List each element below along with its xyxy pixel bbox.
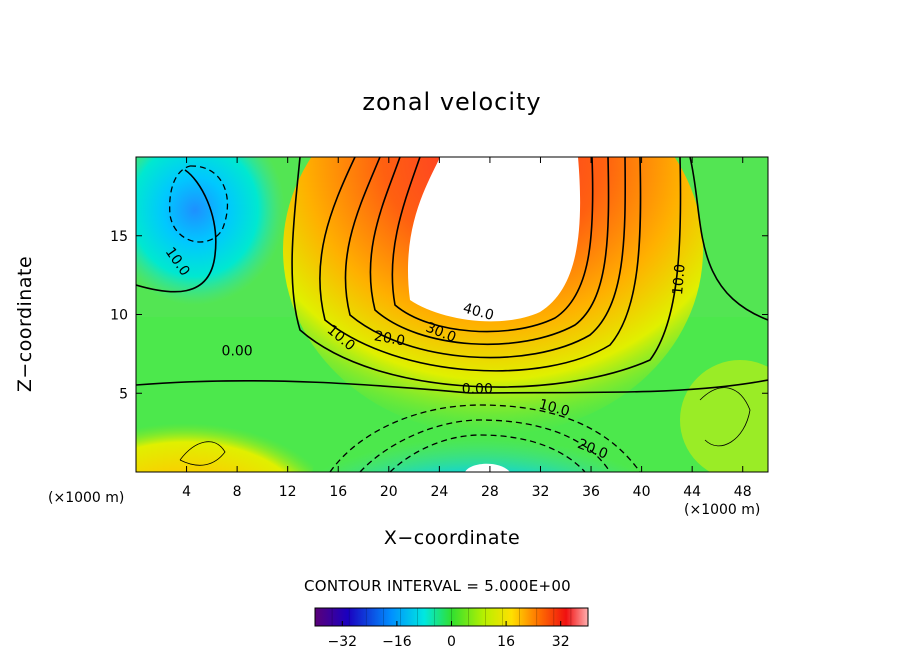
y-axis: 5 10 15 <box>110 229 768 402</box>
x-axis: 4 8 12 16 20 24 28 32 36 40 44 48 <box>182 157 752 500</box>
x-unit-left: (×1000 m) <box>48 490 125 506</box>
x-tick-label: 20 <box>380 484 398 500</box>
x-tick-label: 8 <box>233 484 242 500</box>
x-unit-right: (×1000 m) <box>684 502 761 518</box>
colorbar-tick-label: −16 <box>382 634 412 650</box>
contour-label: 10.0 <box>670 263 689 295</box>
colorbar-tick-label: 32 <box>552 634 570 650</box>
colorbar: −32 −16 0 16 32 <box>314 607 589 650</box>
colorbar-tick-label: 0 <box>447 634 456 650</box>
x-tick-label: 28 <box>481 484 499 500</box>
x-tick-label: 24 <box>430 484 448 500</box>
chart-title: zonal velocity <box>362 88 542 116</box>
x-tick-label: 4 <box>182 484 191 500</box>
colorbar-tick-label: 16 <box>497 634 515 650</box>
contour-interval-text: CONTOUR INTERVAL = 5.000E+00 <box>304 577 572 595</box>
y-tick-label: 10 <box>110 308 128 324</box>
x-tick-label: 16 <box>329 484 347 500</box>
y-axis-label: Z−coordinate <box>14 255 36 393</box>
x-tick-label: 44 <box>683 484 701 500</box>
x-tick-label: 40 <box>633 484 651 500</box>
contour-label: 40.0 <box>461 300 495 324</box>
x-tick-label: 48 <box>734 484 752 500</box>
contour-field <box>136 157 768 472</box>
contour-label: 0.00 <box>222 343 253 359</box>
jet-core-region <box>407 157 581 322</box>
x-tick-label: 36 <box>582 484 600 500</box>
contour-label: 10.0 <box>537 397 571 421</box>
y-tick-label: 15 <box>110 229 128 245</box>
x-tick-label: 32 <box>532 484 550 500</box>
y-tick-label: 5 <box>119 386 128 402</box>
x-axis-label: X−coordinate <box>383 527 521 549</box>
x-tick-label: 12 <box>279 484 297 500</box>
contour-label: 20.0 <box>373 328 406 349</box>
colorbar-tick-label: −32 <box>328 634 358 650</box>
contour-label: 0.00 <box>462 381 493 397</box>
